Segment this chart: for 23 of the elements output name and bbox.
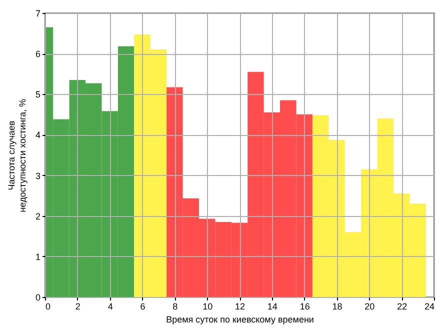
y-tick-label: 1 (35, 252, 40, 262)
y-tick-label: 6 (35, 49, 40, 60)
y-tick-label: 4 (35, 130, 40, 140)
x-tick-label: 4 (108, 302, 113, 312)
x-tick-label: 14 (267, 302, 278, 312)
x-tick-label: 18 (332, 302, 342, 312)
x-tick-label: 24 (424, 302, 434, 312)
x-tick-label: 22 (397, 302, 408, 312)
y-tick-label: 2 (35, 211, 40, 222)
x-tick-label: 16 (300, 302, 310, 312)
y-axis-title: Частота случаев недоступности хостинга, % (6, 98, 28, 212)
y-tick-label: 0 (35, 292, 40, 302)
x-tick-label: 8 (172, 302, 178, 312)
x-tick-label: 6 (140, 302, 146, 312)
x-tick-label: 10 (202, 302, 213, 312)
x-tick-label: 12 (234, 302, 246, 312)
x-axis-title: Время суток по киевскому времени (166, 314, 314, 324)
x-tick-label: 20 (364, 302, 375, 312)
y-tick-label: 5 (35, 90, 40, 100)
y-tick-label: 7 (35, 8, 40, 18)
x-tick-label: 2 (75, 302, 80, 312)
y-tick-label: 3 (35, 170, 40, 181)
x-tick-label: 0 (46, 302, 51, 312)
